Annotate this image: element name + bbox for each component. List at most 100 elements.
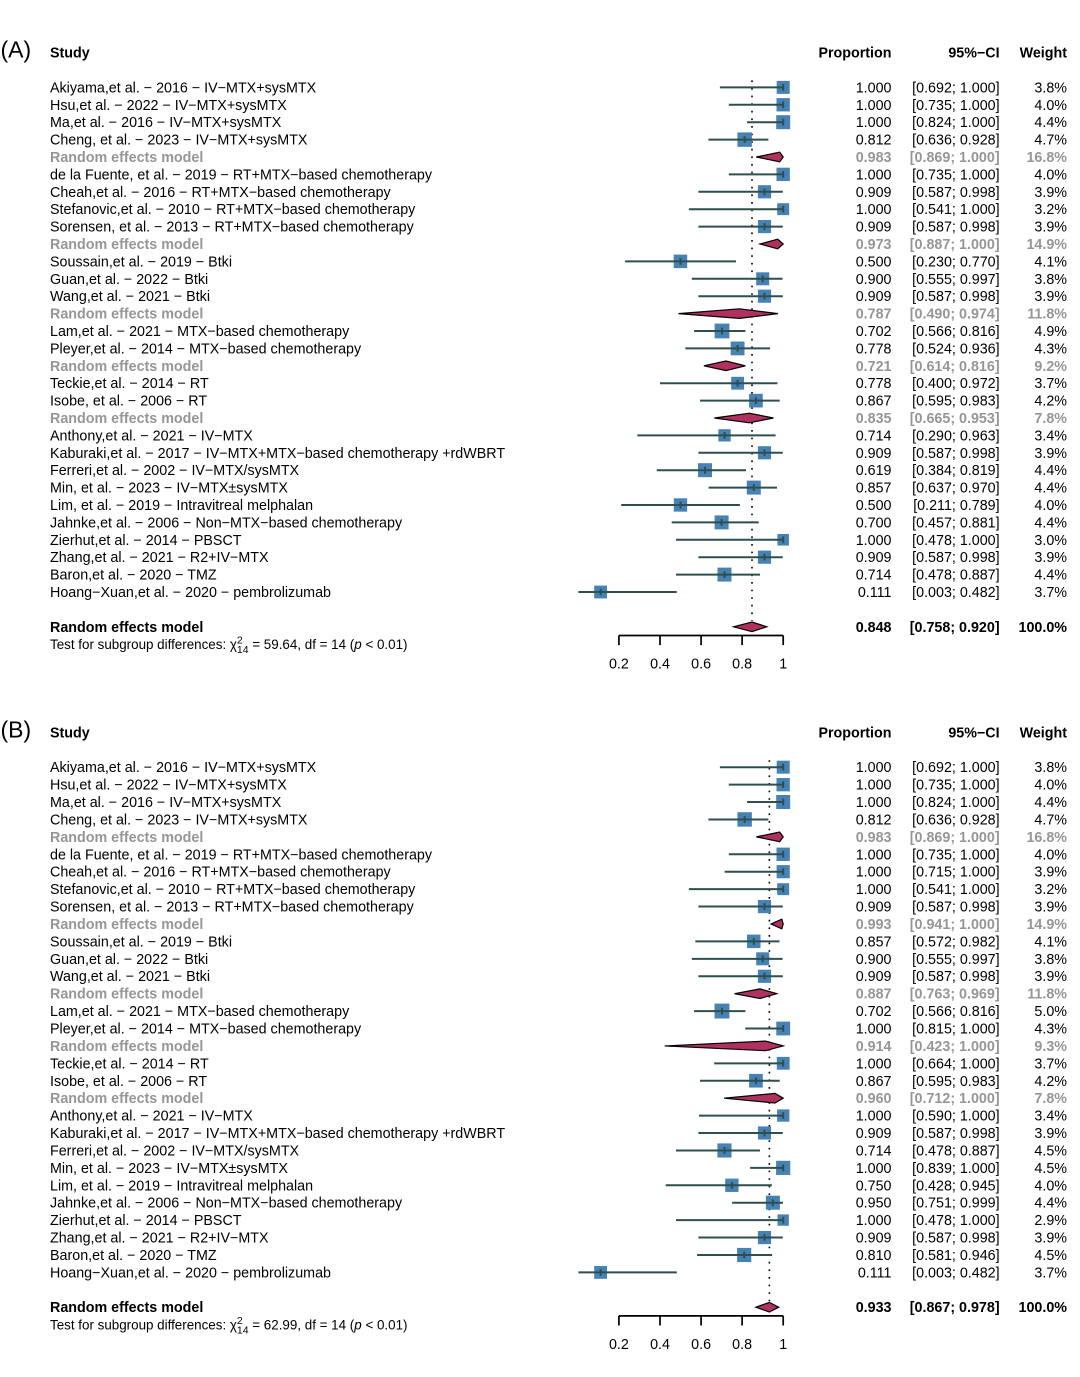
svg-text:0.714: 0.714 xyxy=(856,1143,892,1159)
svg-text:0.867: 0.867 xyxy=(856,1074,892,1090)
svg-text:7.8%: 7.8% xyxy=(1034,1091,1067,1107)
svg-text:4.3%: 4.3% xyxy=(1034,1022,1067,1038)
svg-text:3.9%: 3.9% xyxy=(1034,446,1067,462)
svg-text:Random effects model: Random effects model xyxy=(50,150,203,166)
svg-text:11.8%: 11.8% xyxy=(1027,307,1067,323)
svg-text:Zhang,et al. − 2021 − R2+IV−MT: Zhang,et al. − 2021 − R2+IV−MTX xyxy=(50,1231,269,1247)
svg-text:3.9%: 3.9% xyxy=(1034,220,1067,236)
svg-text:[0.566; 0.816]: [0.566; 0.816] xyxy=(912,1004,999,1020)
svg-text:Random effects model: Random effects model xyxy=(50,1091,203,1107)
svg-text:3.9%: 3.9% xyxy=(1034,1126,1067,1142)
svg-text:Jahnke,et al. − 2006 − Non−MTX: Jahnke,et al. − 2006 − Non−MTX−based che… xyxy=(50,515,403,531)
svg-text:9.3%: 9.3% xyxy=(1034,1039,1067,1055)
svg-text:0.857: 0.857 xyxy=(856,934,892,950)
svg-text:0.993: 0.993 xyxy=(856,917,892,933)
svg-text:Sorensen, et al. − 2013 − RT+M: Sorensen, et al. − 2013 − RT+MTX−based c… xyxy=(50,220,415,236)
svg-text:0.812: 0.812 xyxy=(856,813,892,829)
svg-text:0.900: 0.900 xyxy=(856,272,892,288)
svg-text:95%−CI: 95%−CI xyxy=(948,46,999,62)
svg-text:16.8%: 16.8% xyxy=(1026,150,1067,166)
svg-text:1.000: 1.000 xyxy=(856,202,892,218)
svg-text:0.909: 0.909 xyxy=(856,446,892,462)
svg-text:[0.665; 0.953]: [0.665; 0.953] xyxy=(910,411,1000,427)
svg-text:3.9%: 3.9% xyxy=(1034,185,1067,201)
svg-text:1.000: 1.000 xyxy=(856,778,892,794)
svg-text:0.2: 0.2 xyxy=(609,1337,629,1353)
svg-text:[0.587; 0.998]: [0.587; 0.998] xyxy=(912,1231,999,1247)
svg-text:0.887: 0.887 xyxy=(856,987,892,1003)
svg-text:Ma,et al. − 2016 − IV−MTX+sysM: Ma,et al. − 2016 − IV−MTX+sysMTX xyxy=(50,795,282,811)
svg-text:Weight: Weight xyxy=(1020,46,1068,62)
svg-text:Test for subgroup differences:: Test for subgroup differences: χ2 14 = 59… xyxy=(50,635,408,656)
svg-text:0.950: 0.950 xyxy=(856,1196,892,1212)
svg-text:[0.595; 0.983]: [0.595; 0.983] xyxy=(912,1074,999,1090)
svg-text:Hoang−Xuan,et al. − 2020 − pem: Hoang−Xuan,et al. − 2020 − pembrolizumab xyxy=(50,1265,331,1281)
svg-text:0.914: 0.914 xyxy=(856,1039,892,1055)
svg-text:Anthony,et al. − 2021 − IV−MTX: Anthony,et al. − 2021 − IV−MTX xyxy=(50,1109,253,1125)
svg-text:4.4%: 4.4% xyxy=(1034,568,1067,584)
svg-text:0.8: 0.8 xyxy=(732,1337,752,1353)
svg-text:[0.869; 1.000]: [0.869; 1.000] xyxy=(910,830,1000,846)
svg-text:Wang,et al. − 2021 − Btki: Wang,et al. − 2021 − Btki xyxy=(50,969,210,985)
svg-text:1.000: 1.000 xyxy=(856,1161,892,1177)
svg-text:Cheah,et al. − 2016 − RT+MTX−b: Cheah,et al. − 2016 − RT+MTX−based chemo… xyxy=(50,185,392,201)
svg-text:[0.815; 1.000]: [0.815; 1.000] xyxy=(912,1022,999,1038)
svg-text:0.714: 0.714 xyxy=(856,428,892,444)
svg-text:[0.003; 0.482]: [0.003; 0.482] xyxy=(912,1265,999,1281)
svg-text:1: 1 xyxy=(779,656,787,672)
svg-text:[0.867; 0.978]: [0.867; 0.978] xyxy=(910,1300,1000,1316)
svg-text:0.111: 0.111 xyxy=(858,585,892,601)
svg-text:[0.587; 0.998]: [0.587; 0.998] xyxy=(912,550,999,566)
svg-text:4.9%: 4.9% xyxy=(1034,324,1067,340)
svg-text:0.778: 0.778 xyxy=(856,376,892,392)
svg-text:Anthony,et al. − 2021 − IV−MTX: Anthony,et al. − 2021 − IV−MTX xyxy=(50,428,253,444)
svg-text:4.0%: 4.0% xyxy=(1034,167,1067,183)
svg-text:[0.478; 0.887]: [0.478; 0.887] xyxy=(912,1143,999,1159)
svg-text:[0.712; 1.000]: [0.712; 1.000] xyxy=(910,1091,1000,1107)
svg-text:0.714: 0.714 xyxy=(856,568,892,584)
svg-text:[0.735; 1.000]: [0.735; 1.000] xyxy=(912,847,999,863)
svg-text:1.000: 1.000 xyxy=(856,882,892,898)
svg-text:[0.692; 1.000]: [0.692; 1.000] xyxy=(912,760,999,776)
svg-text:[0.587; 0.998]: [0.587; 0.998] xyxy=(912,1126,999,1142)
svg-text:4.4%: 4.4% xyxy=(1034,115,1067,131)
svg-text:[0.587; 0.998]: [0.587; 0.998] xyxy=(912,446,999,462)
svg-text:Ferreri,et al. − 2002 − IV−MTX: Ferreri,et al. − 2002 − IV−MTX/sysMTX xyxy=(50,463,300,479)
svg-text:Hsu,et al. − 2022 − IV−MTX+sys: Hsu,et al. − 2022 − IV−MTX+sysMTX xyxy=(50,778,287,794)
svg-text:3.8%: 3.8% xyxy=(1034,760,1067,776)
svg-text:[0.587; 0.998]: [0.587; 0.998] xyxy=(912,900,999,916)
svg-text:Hoang−Xuan,et al. − 2020 − pem: Hoang−Xuan,et al. − 2020 − pembrolizumab xyxy=(50,585,331,601)
svg-text:0.909: 0.909 xyxy=(856,969,892,985)
svg-text:Random effects model: Random effects model xyxy=(50,1300,203,1316)
svg-text:[0.572; 0.982]: [0.572; 0.982] xyxy=(912,934,999,950)
svg-text:Kaburaki,et al. − 2017 − IV−MT: Kaburaki,et al. − 2017 − IV−MTX+MTX−base… xyxy=(50,1126,505,1142)
svg-text:[0.735; 1.000]: [0.735; 1.000] xyxy=(912,778,999,794)
svg-text:3.0%: 3.0% xyxy=(1034,533,1067,549)
svg-text:0.721: 0.721 xyxy=(856,359,892,375)
svg-text:0.848: 0.848 xyxy=(856,620,892,636)
svg-text:[0.581; 0.946]: [0.581; 0.946] xyxy=(912,1248,999,1264)
svg-text:Isobe, et al. − 2006 − RT: Isobe, et al. − 2006 − RT xyxy=(50,394,207,410)
svg-text:[0.290; 0.963]: [0.290; 0.963] xyxy=(912,428,999,444)
svg-text:Random effects model: Random effects model xyxy=(50,359,203,375)
svg-text:4.5%: 4.5% xyxy=(1034,1248,1067,1264)
svg-text:4.4%: 4.4% xyxy=(1034,481,1067,497)
svg-text:[0.869; 1.000]: [0.869; 1.000] xyxy=(910,150,1000,166)
svg-text:Soussain,et al. − 2019 − Btki: Soussain,et al. − 2019 − Btki xyxy=(50,254,232,270)
svg-text:(B): (B) xyxy=(1,716,32,742)
svg-text:Random effects model: Random effects model xyxy=(50,307,203,323)
svg-text:4.0%: 4.0% xyxy=(1034,98,1067,114)
svg-text:11.8%: 11.8% xyxy=(1027,987,1067,1003)
svg-text:[0.541; 1.000]: [0.541; 1.000] xyxy=(912,202,999,218)
svg-text:1.000: 1.000 xyxy=(856,760,892,776)
svg-text:[0.230; 0.770]: [0.230; 0.770] xyxy=(912,254,999,270)
svg-text:Min, et al. − 2023 − IV−MTX±sy: Min, et al. − 2023 − IV−MTX±sysMTX xyxy=(50,1161,288,1177)
svg-text:0.778: 0.778 xyxy=(856,341,892,357)
svg-text:[0.824; 1.000]: [0.824; 1.000] xyxy=(912,795,999,811)
svg-text:0.787: 0.787 xyxy=(856,307,892,323)
svg-text:[0.636; 0.928]: [0.636; 0.928] xyxy=(912,813,999,829)
svg-text:Soussain,et al. − 2019 − Btki: Soussain,et al. − 2019 − Btki xyxy=(50,934,232,950)
svg-text:Lim, et al. − 2019 − Intravitr: Lim, et al. − 2019 − Intravitreal melpha… xyxy=(50,498,313,514)
svg-text:95%−CI: 95%−CI xyxy=(948,725,999,741)
svg-text:[0.211; 0.789]: [0.211; 0.789] xyxy=(913,498,999,514)
